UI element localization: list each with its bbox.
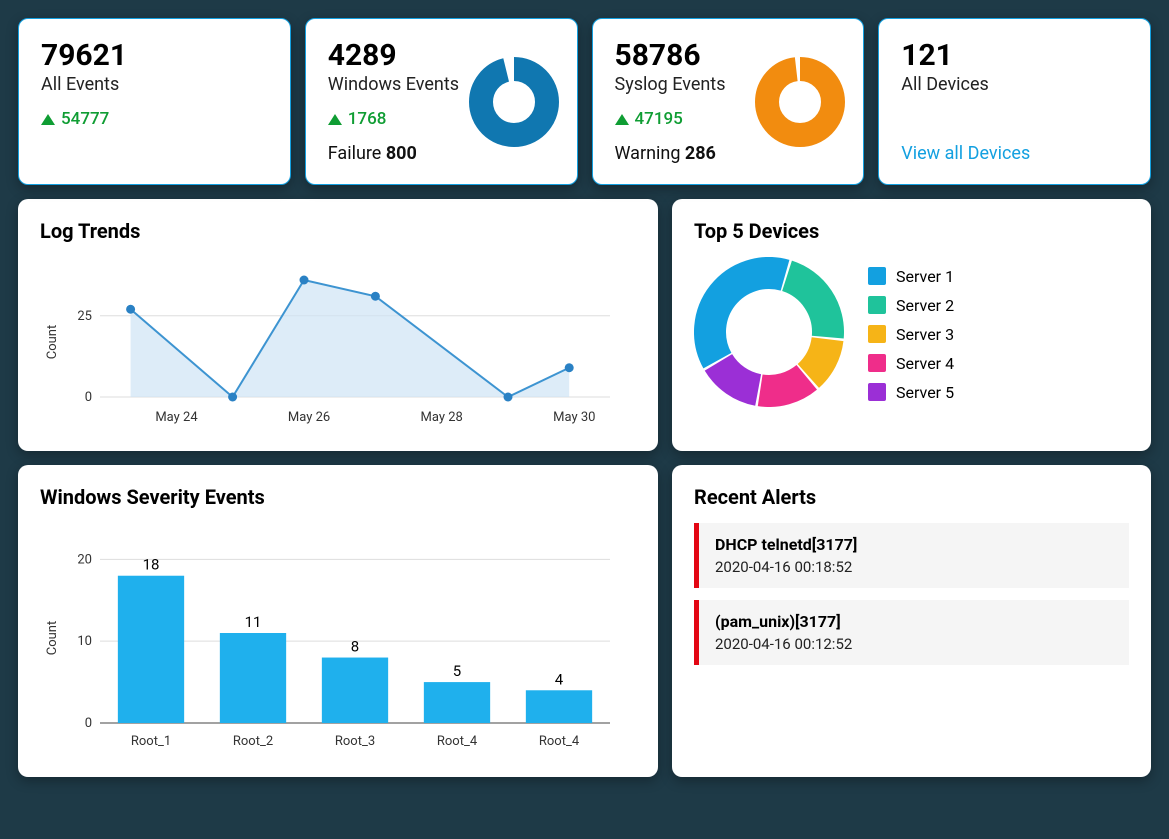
stat-label: All Events — [41, 74, 268, 95]
stats-row: 79621 All Events 54777 4289 Windows Even… — [18, 18, 1151, 185]
legend-swatch-icon — [868, 267, 886, 285]
donut-windows — [469, 57, 559, 151]
legend-label: Server 3 — [896, 325, 954, 344]
donut-syslog — [755, 57, 845, 151]
alert-item[interactable]: DHCP telnetd[3177] 2020-04-16 00:18:52 — [694, 523, 1129, 588]
svg-text:Count: Count — [45, 325, 60, 359]
alert-title: DHCP telnetd[3177] — [715, 535, 1113, 554]
svg-text:May 24: May 24 — [155, 410, 198, 425]
card-top-devices: Top 5 Devices Server 1Server 2Server 3Se… — [672, 199, 1151, 451]
legend-swatch-icon — [868, 325, 886, 343]
svg-text:May 30: May 30 — [553, 410, 595, 425]
card-title: Top 5 Devices — [694, 219, 1129, 243]
svg-text:11: 11 — [245, 613, 262, 631]
bottom-row: Windows Severity Events 0 10 20 18 Root_1 11 R… — [18, 465, 1151, 777]
card-syslog-events[interactable]: 58786 Syslog Events 47195 Warning 286 — [592, 18, 865, 185]
svg-text:5: 5 — [453, 662, 461, 680]
card-title: Recent Alerts — [694, 485, 1129, 509]
alert-time: 2020-04-16 00:12:52 — [715, 635, 1113, 653]
legend-swatch-icon — [868, 383, 886, 401]
svg-text:18: 18 — [143, 556, 160, 574]
svg-text:20: 20 — [77, 552, 92, 567]
legend-item[interactable]: Server 5 — [868, 383, 954, 402]
svg-text:Root_2: Root_2 — [233, 734, 273, 749]
legend-label: Server 4 — [896, 354, 954, 373]
stat-value: 121 — [901, 39, 1128, 72]
arrow-up-icon — [328, 114, 342, 125]
top-devices-legend: Server 1 Server 2 Server 3 Server 4 Server 5 — [868, 267, 954, 402]
svg-text:25: 25 — [77, 309, 92, 324]
log-trends-chart: 0 25 May 24 May 26 May 28 May 30 Count — [40, 257, 636, 431]
legend-item[interactable]: Server 3 — [868, 325, 954, 344]
legend-item[interactable]: Server 1 — [868, 267, 954, 286]
legend-swatch-icon — [868, 354, 886, 372]
stat-delta: 54777 — [41, 109, 268, 129]
stat-value: 79621 — [41, 39, 268, 72]
svg-text:0: 0 — [85, 390, 92, 405]
card-log-trends: Log Trends 0 25 May 24 May 26 May 28 May 30 Co… — [18, 199, 658, 451]
legend-item[interactable]: Server 4 — [868, 354, 954, 373]
svg-text:8: 8 — [351, 638, 359, 656]
top-devices-donut — [694, 257, 844, 411]
card-alerts: Recent Alerts DHCP telnetd[3177] 2020-04… — [672, 465, 1151, 777]
stat-label: All Devices — [901, 74, 1128, 95]
svg-text:Root_4: Root_4 — [437, 734, 478, 749]
svg-text:4: 4 — [555, 670, 564, 688]
card-title: Windows Severity Events — [40, 485, 636, 509]
svg-text:May 28: May 28 — [421, 410, 463, 425]
svg-text:10: 10 — [77, 634, 92, 649]
legend-label: Server 2 — [896, 296, 954, 315]
legend-item[interactable]: Server 2 — [868, 296, 954, 315]
svg-text:Root_4: Root_4 — [539, 734, 580, 749]
legend-swatch-icon — [868, 296, 886, 314]
svg-text:Count: Count — [45, 621, 60, 655]
alerts-list: DHCP telnetd[3177] 2020-04-16 00:18:52 (p… — [694, 523, 1129, 665]
alert-time: 2020-04-16 00:18:52 — [715, 558, 1113, 576]
severity-chart: 0 10 20 18 Root_1 11 Root_2 8 Root_3 5 Root_4 4 Root… — [40, 523, 636, 757]
card-windows-events[interactable]: 4289 Windows Events 1768 Failure 800 — [305, 18, 578, 185]
card-severity: Windows Severity Events 0 10 20 18 Root_1 11 R… — [18, 465, 658, 777]
arrow-up-icon — [615, 114, 629, 125]
svg-text:0: 0 — [85, 716, 92, 731]
alert-item[interactable]: (pam_unix)[3177] 2020-04-16 00:12:52 — [694, 600, 1129, 665]
middle-row: Log Trends 0 25 May 24 May 26 May 28 May 30 Co… — [18, 199, 1151, 451]
card-all-devices[interactable]: 121 All Devices View all Devices — [878, 18, 1151, 185]
view-all-devices-link[interactable]: View all Devices — [901, 143, 1128, 164]
card-title: Log Trends — [40, 219, 636, 243]
card-all-events[interactable]: 79621 All Events 54777 — [18, 18, 291, 185]
svg-text:Root_1: Root_1 — [131, 734, 171, 749]
legend-label: Server 5 — [896, 383, 954, 402]
svg-text:Root_3: Root_3 — [335, 734, 375, 749]
svg-text:May 26: May 26 — [288, 410, 330, 425]
alert-title: (pam_unix)[3177] — [715, 612, 1113, 631]
arrow-up-icon — [41, 114, 55, 125]
legend-label: Server 1 — [896, 267, 954, 286]
